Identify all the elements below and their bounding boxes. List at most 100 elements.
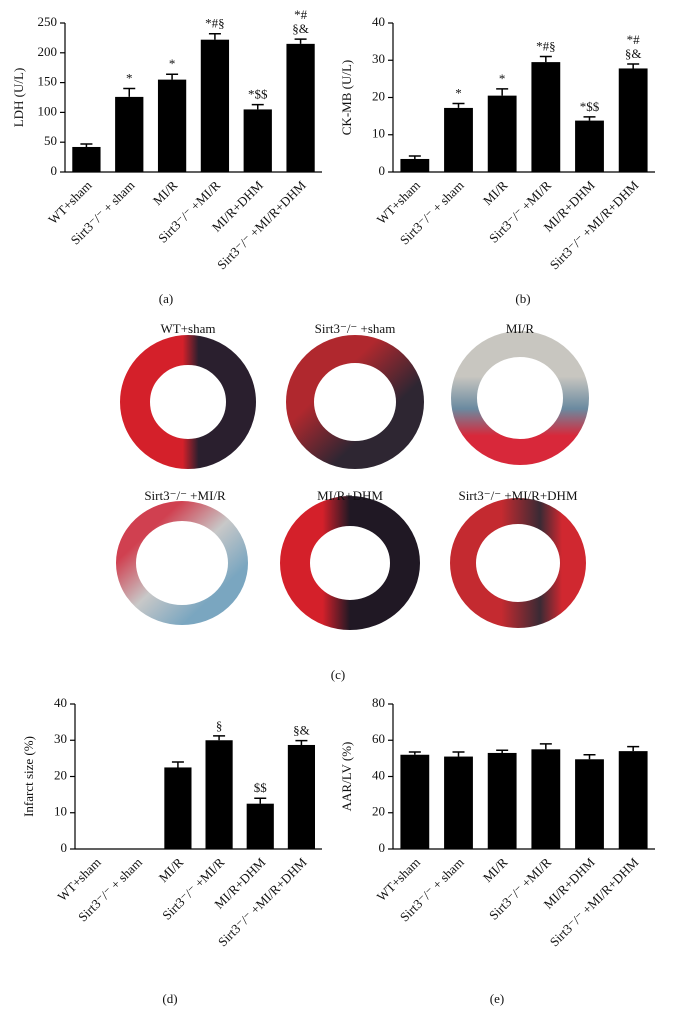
bar [531, 749, 561, 849]
bar [400, 158, 430, 172]
annotation: *# [294, 7, 308, 22]
y-tick-label: 100 [38, 103, 58, 118]
bar [618, 68, 648, 172]
bar [575, 759, 604, 849]
bar [487, 95, 517, 172]
panel-label: (b) [515, 291, 530, 306]
annotation: $$ [254, 780, 268, 795]
y-tick-label: 150 [38, 74, 58, 89]
annotation: *$$ [580, 99, 600, 114]
error-bar [208, 32, 221, 40]
error-bar [496, 749, 509, 753]
y-tick-label: 40 [372, 14, 385, 29]
error-bar [408, 751, 421, 755]
bar [72, 146, 101, 172]
x-tick-label: MI/R [156, 854, 187, 885]
heart-slice [450, 498, 586, 628]
image-caption: MI/R [506, 321, 535, 336]
annotation: § [216, 718, 223, 733]
annotation: *#§ [205, 16, 225, 31]
y-tick-label: 30 [54, 731, 67, 746]
heart-slice [280, 496, 420, 630]
annotation: * [499, 71, 506, 86]
heart-slice [286, 335, 424, 469]
y-tick-label: 0 [379, 163, 386, 178]
y-tick-label: 50 [44, 133, 57, 148]
heart-slices [116, 331, 589, 630]
y-tick-label: 20 [372, 804, 385, 819]
panel-label: (a) [159, 291, 173, 306]
error-bar [452, 751, 465, 757]
bar [246, 803, 274, 849]
annotation: §& [625, 46, 642, 61]
image-caption: Sirt3⁻/⁻ +sham [315, 321, 396, 336]
error-bar [452, 102, 465, 108]
image-caption: Sirt3⁻/⁻ +MI/R [144, 488, 226, 503]
panel-label: (e) [490, 991, 504, 1006]
error-bar [295, 739, 308, 745]
y-tick-label: 0 [51, 163, 58, 178]
y-tick-label: 200 [38, 44, 58, 59]
bar [243, 109, 272, 172]
y-tick-label: 0 [379, 840, 386, 855]
bar [618, 751, 648, 849]
bar [286, 43, 315, 172]
error-bar [294, 38, 307, 44]
y-tick-label: 60 [372, 731, 385, 746]
bar [200, 39, 230, 172]
bar [287, 744, 316, 849]
error-bar [539, 55, 552, 63]
y-tick-label: 10 [54, 804, 67, 819]
error-bar [627, 745, 640, 752]
error-bar [539, 743, 552, 750]
error-bar [80, 143, 93, 147]
error-bar [254, 797, 267, 804]
y-tick-label: 10 [372, 126, 385, 141]
x-tick-label: MI/R [150, 177, 181, 208]
annotation: §& [292, 21, 309, 36]
error-bar [251, 103, 264, 110]
annotation: * [169, 56, 176, 71]
annotation: * [126, 71, 133, 86]
x-tick-label: MI/R [480, 854, 511, 885]
heart-slice [120, 335, 256, 469]
y-axis-label: AAR/LV (%) [339, 742, 354, 812]
y-tick-label: 40 [372, 767, 385, 782]
bar [164, 767, 192, 849]
error-bar [213, 735, 226, 741]
y-tick-label: 250 [38, 14, 58, 29]
error-bar [171, 761, 184, 768]
bar [444, 756, 473, 849]
image-caption: WT+sham [161, 321, 216, 336]
x-tick-label: MI/R [480, 177, 511, 208]
error-bar [496, 88, 509, 96]
error-bar [583, 754, 596, 760]
bar [487, 752, 517, 849]
y-tick-label: 40 [54, 695, 67, 710]
error-bar [408, 155, 421, 159]
y-tick-label: 30 [372, 51, 385, 66]
y-tick-label: 0 [61, 840, 68, 855]
annotation: *# [627, 32, 641, 47]
error-bar [123, 87, 136, 97]
bar [115, 96, 144, 172]
annotation: * [455, 85, 462, 100]
heart-slice [451, 331, 589, 465]
error-bar [627, 63, 640, 69]
error-bar [166, 73, 179, 80]
bar [205, 740, 233, 849]
y-tick-label: 20 [372, 88, 385, 103]
annotation: §& [293, 723, 310, 738]
y-tick-label: 20 [54, 767, 67, 782]
panel-label: (d) [162, 991, 177, 1006]
panel-label: (c) [331, 667, 345, 682]
annotation: *#§ [536, 39, 556, 54]
annotation: *$$ [248, 87, 268, 102]
image-caption: MI/R+DHM [317, 488, 383, 503]
y-axis-label: Infarct size (%) [21, 736, 36, 817]
bar [531, 62, 561, 172]
image-caption: Sirt3⁻/⁻ +MI/R+DHM [458, 488, 577, 503]
bar [157, 79, 187, 172]
bar [444, 107, 473, 172]
